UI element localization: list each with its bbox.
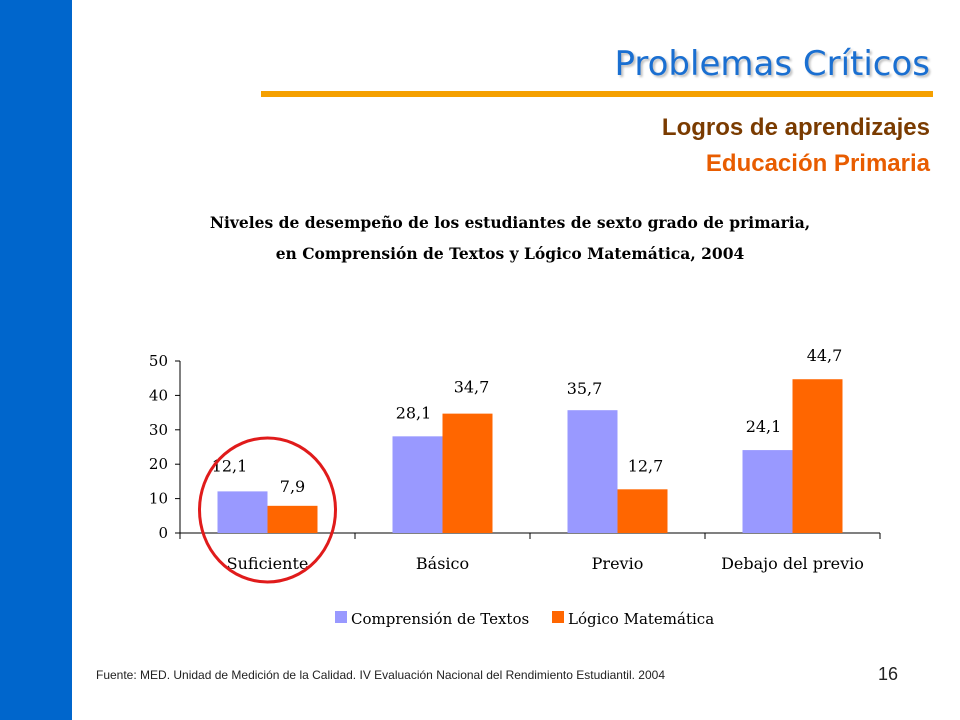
title-rule: [261, 91, 933, 97]
legend-swatch-logico: [552, 611, 564, 623]
bar-logico: [267, 505, 318, 533]
x-category-label: Previo: [592, 554, 644, 573]
side-bar: [0, 0, 72, 720]
bar-logico: [442, 413, 493, 533]
x-category-label: Debajo del previo: [721, 554, 864, 573]
data-label: 12,1: [212, 456, 248, 475]
data-label: 34,7: [454, 378, 490, 397]
data-label: 28,1: [396, 403, 432, 422]
bar-comprension: [567, 410, 618, 533]
bar-comprension: [217, 491, 268, 533]
chart-title-line1: Niveles de desempeño de los estudiantes …: [209, 213, 811, 232]
y-tick-label: 0: [158, 524, 168, 542]
data-label: 35,7: [567, 379, 603, 398]
y-tick-label: 10: [149, 490, 168, 508]
bar-comprension: [392, 436, 443, 533]
source-note: Fuente: MED. Unidad de Medición de la Ca…: [96, 668, 665, 682]
y-tick-label: 40: [149, 386, 168, 404]
subtitle-logros: Logros de aprendizajes: [661, 114, 930, 141]
highlight-circle: [198, 436, 337, 584]
subtitle-educacion: Educación Primaria: [705, 150, 930, 177]
page-number: 16: [878, 664, 899, 684]
data-label: 7,9: [280, 477, 305, 496]
data-label: 12,7: [628, 456, 664, 475]
legend-label-logico: Lógico Matemática: [568, 610, 714, 628]
y-tick-label: 30: [149, 421, 168, 439]
legend-swatch-comprension: [335, 611, 347, 623]
chart-title-line2: en Comprensión de Textos y Lógico Matemá…: [275, 244, 745, 263]
slide-title: Problemas Críticos: [614, 44, 930, 84]
y-tick-label: 20: [149, 455, 168, 473]
bar-comprension: [742, 450, 793, 533]
y-tick-label: 50: [149, 352, 168, 370]
legend-label-comprension: Comprensión de Textos: [351, 610, 529, 628]
data-label: 24,1: [746, 417, 782, 436]
x-category-label: Básico: [416, 554, 469, 573]
bar-logico: [792, 379, 843, 533]
bar-logico: [617, 489, 668, 533]
x-category-label: Suficiente: [227, 554, 309, 573]
data-label: 44,7: [807, 346, 843, 365]
